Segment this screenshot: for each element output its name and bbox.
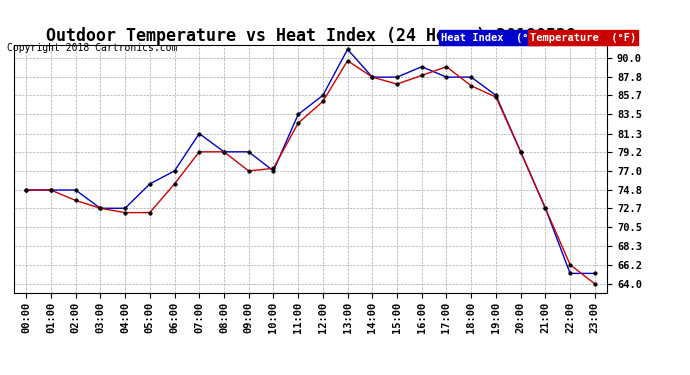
Text: Copyright 2018 Cartronics.com: Copyright 2018 Cartronics.com: [7, 43, 177, 52]
Text: Temperature  (°F): Temperature (°F): [530, 33, 636, 42]
Title: Outdoor Temperature vs Heat Index (24 Hours) 20180528: Outdoor Temperature vs Heat Index (24 Ho…: [46, 27, 575, 45]
Text: Heat Index  (°F): Heat Index (°F): [441, 33, 541, 42]
